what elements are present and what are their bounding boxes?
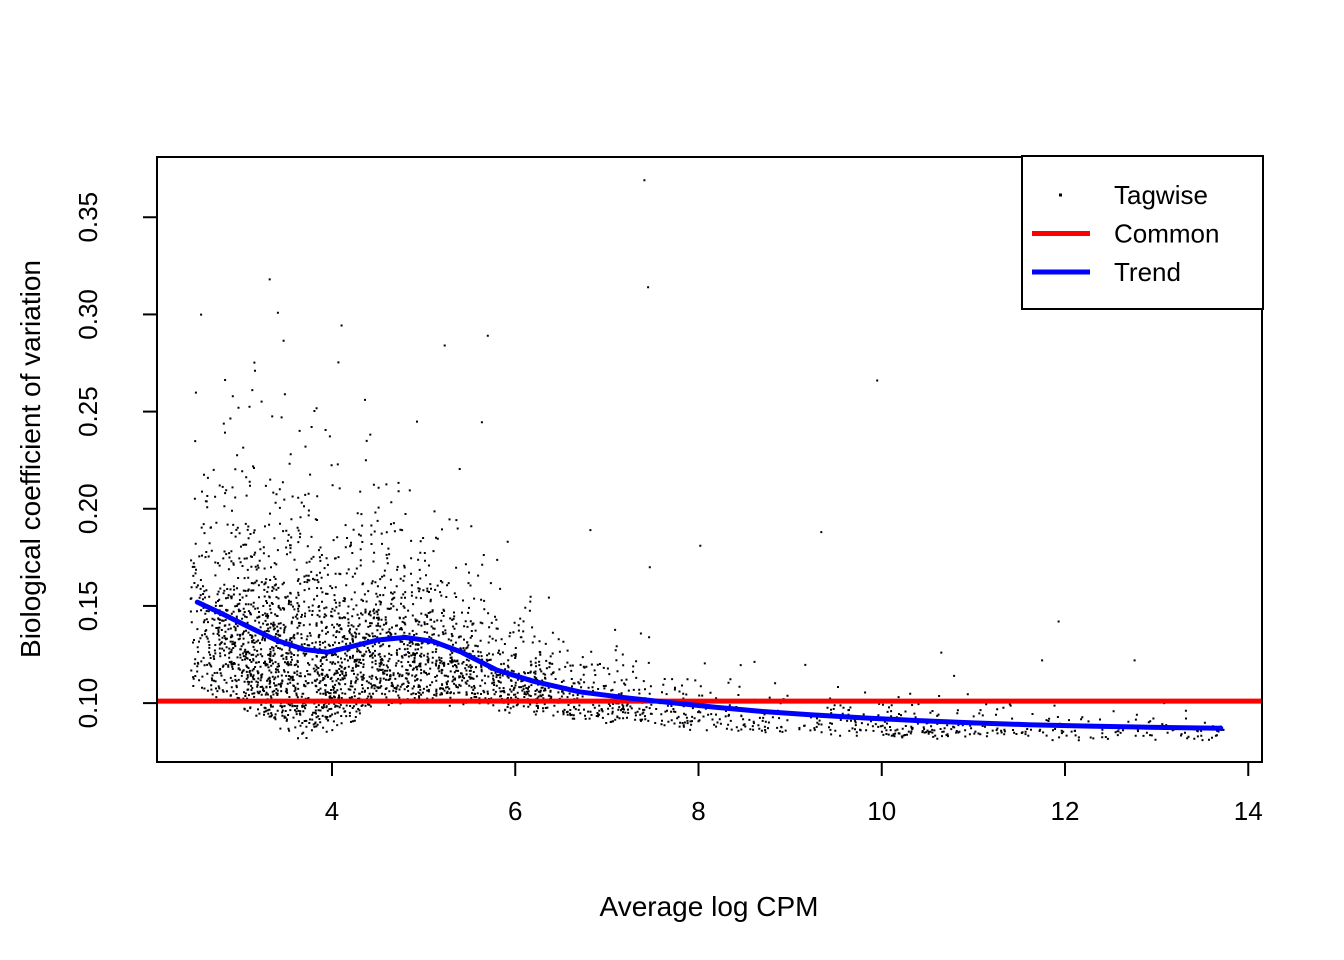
- legend-label-tagwise: Tagwise: [1114, 180, 1208, 210]
- x-tick-label: 14: [1234, 796, 1263, 826]
- x-tick-label: 12: [1051, 796, 1080, 826]
- x-tick-label: 10: [867, 796, 896, 826]
- x-tick-label: 4: [325, 796, 339, 826]
- legend-label-trend: Trend: [1114, 257, 1181, 287]
- y-tick-label: 0.35: [73, 192, 103, 243]
- y-axis: 0.10 0.15 0.20 0.25 0.30 0.35: [73, 192, 157, 728]
- legend-point-symbol: [1059, 193, 1062, 197]
- x-tick-label: 8: [691, 796, 705, 826]
- y-tick-label: 0.20: [73, 483, 103, 534]
- x-tick-label: 6: [508, 796, 522, 826]
- y-tick-label: 0.30: [73, 289, 103, 340]
- plot-border: [156, 156, 1263, 763]
- x-axis: 4 6 8 10 12 14: [325, 762, 1263, 826]
- trend-line: [194, 599, 1224, 731]
- tagwise-points: [189, 179, 1225, 742]
- legend-label-common: Common: [1114, 219, 1219, 249]
- y-tick-label: 0.15: [73, 581, 103, 632]
- y-tick-label: 0.10: [73, 678, 103, 729]
- legend: Tagwise Common Trend: [1021, 155, 1264, 310]
- y-axis-title: Biological coefficient of variation: [15, 260, 46, 658]
- x-axis-title: Average log CPM: [600, 891, 819, 922]
- y-tick-label: 0.25: [73, 386, 103, 437]
